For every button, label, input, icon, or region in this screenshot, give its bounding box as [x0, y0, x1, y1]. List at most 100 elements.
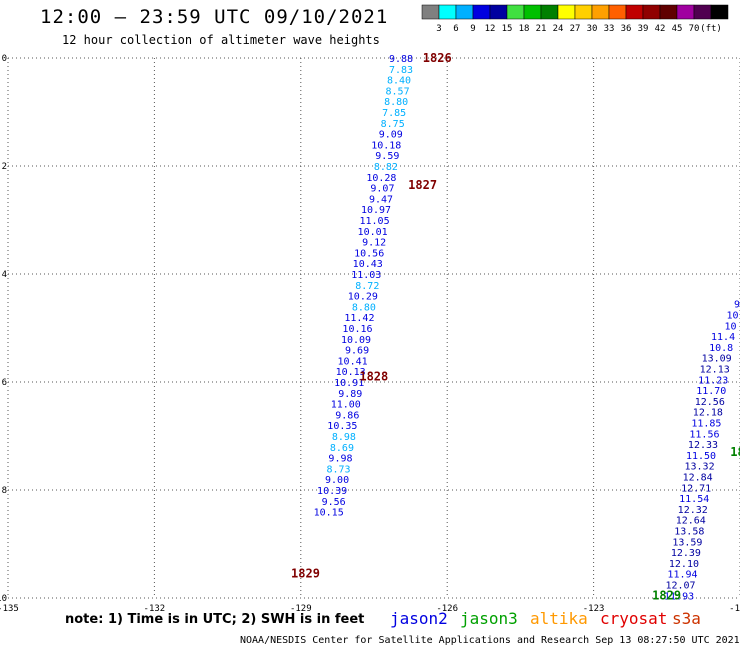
legend-jason3: jason3 — [460, 609, 518, 628]
colorbar-label: 6 — [453, 24, 458, 34]
time-label: 1829 — [652, 588, 681, 602]
swh-data-label: 11.85 — [691, 419, 721, 430]
colorbar-label: 42 — [655, 24, 666, 34]
colorbar-swatch — [591, 4, 610, 20]
swh-data-label: 12.64 — [676, 516, 706, 527]
colorbar-swatch — [506, 4, 525, 20]
swh-data-label: 8.69 — [330, 443, 354, 454]
swh-data-label: 8.75 — [381, 119, 405, 130]
time-label: 18 — [730, 445, 740, 459]
swh-data-label: 10.29 — [348, 292, 378, 303]
swh-data-label: 10.43 — [353, 259, 383, 270]
legend-s3a: s3a — [672, 609, 701, 628]
colorbar-label: 18 — [519, 24, 530, 34]
y-tick-label: -4 — [0, 270, 7, 280]
swh-data-label: 12.56 — [695, 397, 725, 408]
swh-data-label: 10 — [725, 321, 737, 332]
colorbar-swatch — [523, 4, 542, 20]
colorbar-swatch — [472, 4, 491, 20]
colorbar-swatch — [676, 4, 695, 20]
swh-data-label: 10.56 — [354, 248, 384, 259]
time-label: 1828 — [359, 370, 388, 384]
swh-data-label: 10.28 — [366, 173, 396, 184]
swh-data-label: 11.00 — [331, 400, 361, 411]
colorbar-label: 9 — [470, 24, 475, 34]
x-tick-label: -129 — [290, 604, 312, 614]
footer-note: note: 1) Time is in UTC; 2) SWH is in fe… — [65, 612, 365, 627]
swh-data-label: 11.4 — [711, 332, 735, 343]
colorbar-swatch — [642, 4, 661, 20]
colorbar-label: 33 — [604, 24, 615, 34]
colorbar-label: 30 — [587, 24, 598, 34]
swh-data-label: 8.73 — [326, 464, 350, 475]
swh-data-label: 9 — [734, 300, 740, 311]
swh-data-label: 12.71 — [681, 483, 711, 494]
colorbar-swatch — [438, 4, 457, 20]
swh-data-label: 10.41 — [338, 356, 368, 367]
swh-data-label: 13.09 — [702, 354, 732, 365]
swh-data-label: 8.40 — [387, 76, 411, 87]
swh-data-label: 11.42 — [344, 313, 374, 324]
swh-data-label: 10 — [726, 311, 738, 322]
legend-altika: altika — [530, 609, 588, 628]
swh-data-label: 7.83 — [389, 65, 413, 76]
swh-data-label: 8.98 — [332, 432, 356, 443]
swh-data-label: 7.85 — [382, 108, 406, 119]
colorbar-label: 27 — [570, 24, 581, 34]
swh-data-label: 10.01 — [358, 227, 388, 238]
swh-data-label: 9.00 — [325, 475, 349, 486]
swh-data-label: 8.82 — [374, 162, 398, 173]
swh-data-label: 8.72 — [355, 281, 379, 292]
colorbar-label: 45 — [672, 24, 683, 34]
swh-data-label: 13.58 — [674, 527, 704, 538]
swh-data-label: 11.23 — [698, 375, 728, 386]
swh-data-label: 12.32 — [678, 505, 708, 516]
swh-data-label: 13.59 — [672, 537, 702, 548]
x-tick-label: -120 — [729, 604, 740, 614]
swh-data-label: 8.57 — [386, 86, 410, 97]
swh-data-label: 11.50 — [686, 451, 716, 462]
colorbar-label: 39 — [638, 24, 649, 34]
colorbar-label: 15 — [502, 24, 513, 34]
swh-data-label: 12.18 — [693, 408, 723, 419]
grid-lines — [7, 57, 740, 599]
swh-data-label: 10.39 — [317, 486, 347, 497]
swh-data-label: 9.69 — [345, 346, 369, 357]
swh-data-label: 11.54 — [679, 494, 709, 505]
swh-data-label: 10.16 — [342, 324, 372, 335]
colorbar-label: 36 — [621, 24, 632, 34]
swh-data-label: 10.15 — [314, 508, 344, 519]
swh-data-label: 10.91 — [334, 378, 364, 389]
colorbar-swatch — [659, 4, 678, 20]
swh-data-label: 10.97 — [361, 205, 391, 216]
colorbar-swatch — [608, 4, 627, 20]
colorbar-swatch — [625, 4, 644, 20]
swh-data-label: 12.13 — [700, 365, 730, 376]
y-tick-label: -2 — [0, 162, 7, 172]
y-tick-label: 0 — [2, 54, 7, 64]
x-tick-label: -135 — [0, 604, 19, 614]
swh-data-label: 9.98 — [328, 454, 352, 465]
colorbar-swatch — [557, 4, 576, 20]
swh-data-label: 12.39 — [671, 548, 701, 559]
swh-data-label: 11.94 — [667, 570, 697, 581]
colorbar-legend: 3 6 9 12 15 18 21 24 27 30 33 36 39 42 45 70 (ft) — [421, 4, 729, 34]
swh-data-label: 12.10 — [669, 559, 699, 570]
swh-data-label: 12.07 — [665, 581, 695, 592]
colorbar-label: 70 — [689, 24, 700, 34]
swh-data-label: 8.80 — [384, 97, 408, 108]
colorbar-swatch — [421, 4, 440, 20]
colorbar-label: 21 — [536, 24, 547, 34]
legend-cryosat: cryosat — [600, 609, 668, 628]
time-label: 1827 — [408, 178, 437, 192]
x-tick-label: -123 — [583, 604, 605, 614]
colorbar-swatch — [574, 4, 593, 20]
colorbar-swatch — [710, 4, 729, 20]
swh-data-label: 11.93 — [664, 591, 694, 602]
swh-data-label: 9.56 — [322, 497, 346, 508]
colorbar-label: 24 — [553, 24, 564, 34]
swh-data-label: 13.32 — [685, 462, 715, 473]
colorbar-swatch — [455, 4, 474, 20]
time-label: 1826 — [423, 51, 452, 65]
